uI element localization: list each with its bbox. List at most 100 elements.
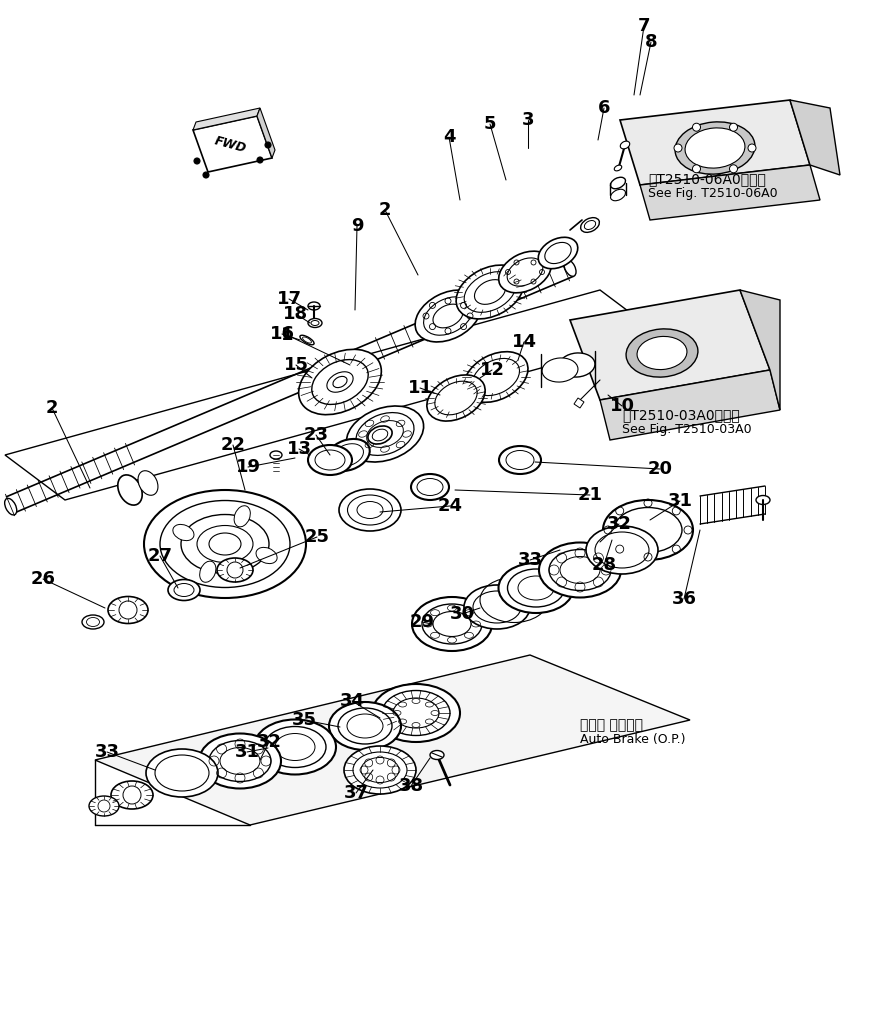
Ellipse shape (255, 547, 277, 564)
Ellipse shape (421, 604, 481, 644)
Circle shape (194, 158, 200, 164)
Text: 31: 31 (235, 743, 259, 761)
Polygon shape (789, 100, 839, 175)
Ellipse shape (4, 498, 17, 515)
Text: 29: 29 (409, 613, 434, 631)
Polygon shape (193, 108, 260, 130)
Ellipse shape (144, 490, 306, 598)
Ellipse shape (472, 358, 519, 395)
Ellipse shape (684, 128, 744, 168)
Text: 4: 4 (442, 128, 454, 146)
Ellipse shape (620, 141, 629, 149)
Ellipse shape (308, 319, 322, 328)
Circle shape (747, 144, 755, 152)
Ellipse shape (507, 569, 564, 607)
Ellipse shape (234, 505, 250, 527)
Text: 第T2510-03A0図参照: 第T2510-03A0図参照 (621, 408, 739, 422)
Text: 34: 34 (339, 692, 364, 710)
Text: 12: 12 (479, 361, 504, 379)
Ellipse shape (366, 421, 403, 447)
Ellipse shape (433, 304, 462, 328)
Ellipse shape (138, 471, 158, 495)
Text: 32: 32 (606, 515, 631, 533)
Polygon shape (620, 100, 809, 185)
Polygon shape (95, 655, 689, 825)
Polygon shape (193, 116, 272, 172)
Ellipse shape (429, 750, 443, 760)
Text: 21: 21 (577, 486, 602, 504)
Ellipse shape (368, 426, 392, 444)
Text: 13: 13 (286, 440, 311, 458)
Ellipse shape (327, 372, 353, 392)
Ellipse shape (200, 562, 216, 582)
Ellipse shape (298, 349, 381, 415)
Text: 17: 17 (276, 290, 302, 308)
Text: 35: 35 (291, 711, 316, 729)
Ellipse shape (584, 221, 595, 230)
Ellipse shape (356, 501, 382, 519)
Polygon shape (740, 290, 779, 410)
Ellipse shape (539, 542, 620, 597)
Ellipse shape (498, 251, 551, 293)
Ellipse shape (381, 690, 449, 735)
Ellipse shape (560, 556, 600, 583)
Ellipse shape (636, 336, 687, 370)
Ellipse shape (173, 525, 194, 541)
Text: 14: 14 (511, 333, 536, 351)
Ellipse shape (263, 727, 326, 768)
Circle shape (265, 142, 270, 148)
Ellipse shape (610, 189, 625, 201)
Ellipse shape (155, 755, 209, 791)
Ellipse shape (372, 429, 388, 441)
Ellipse shape (614, 165, 621, 171)
Ellipse shape (168, 580, 200, 600)
Ellipse shape (269, 451, 282, 459)
Text: 33: 33 (517, 551, 542, 569)
Polygon shape (574, 398, 583, 408)
Text: 5: 5 (483, 115, 495, 133)
Text: 16: 16 (269, 325, 295, 343)
Ellipse shape (254, 720, 335, 775)
Text: 24: 24 (437, 497, 462, 515)
Text: 18: 18 (283, 305, 308, 323)
Text: 6: 6 (597, 99, 609, 117)
Polygon shape (256, 108, 275, 158)
Polygon shape (640, 165, 819, 220)
Ellipse shape (415, 290, 481, 342)
Ellipse shape (586, 526, 657, 574)
Ellipse shape (315, 450, 345, 470)
Circle shape (729, 164, 737, 173)
Text: 9: 9 (350, 217, 363, 235)
Ellipse shape (347, 495, 392, 525)
Text: 22: 22 (220, 436, 245, 454)
Ellipse shape (308, 302, 320, 310)
Ellipse shape (216, 558, 253, 582)
Ellipse shape (308, 445, 352, 475)
Text: Auto Brake (O.P.): Auto Brake (O.P.) (580, 733, 685, 746)
Ellipse shape (499, 446, 541, 474)
Ellipse shape (311, 359, 368, 404)
Ellipse shape (610, 178, 625, 189)
Text: See Fig. T2510-03A0: See Fig. T2510-03A0 (621, 423, 751, 436)
Text: 7: 7 (637, 17, 649, 35)
Circle shape (256, 157, 262, 163)
Ellipse shape (355, 412, 414, 455)
Ellipse shape (347, 714, 382, 738)
Ellipse shape (89, 796, 119, 816)
Circle shape (692, 164, 700, 173)
Ellipse shape (300, 335, 314, 345)
Text: 25: 25 (304, 528, 329, 546)
Ellipse shape (372, 684, 460, 742)
Text: 30: 30 (449, 605, 474, 623)
Text: 8: 8 (644, 33, 657, 51)
Text: 32: 32 (256, 733, 282, 751)
Ellipse shape (412, 597, 492, 651)
Ellipse shape (594, 532, 648, 568)
Ellipse shape (474, 280, 505, 304)
Polygon shape (600, 370, 779, 440)
Ellipse shape (433, 612, 470, 636)
Circle shape (673, 144, 681, 152)
Ellipse shape (626, 329, 697, 377)
Ellipse shape (427, 375, 485, 421)
Ellipse shape (507, 258, 542, 286)
